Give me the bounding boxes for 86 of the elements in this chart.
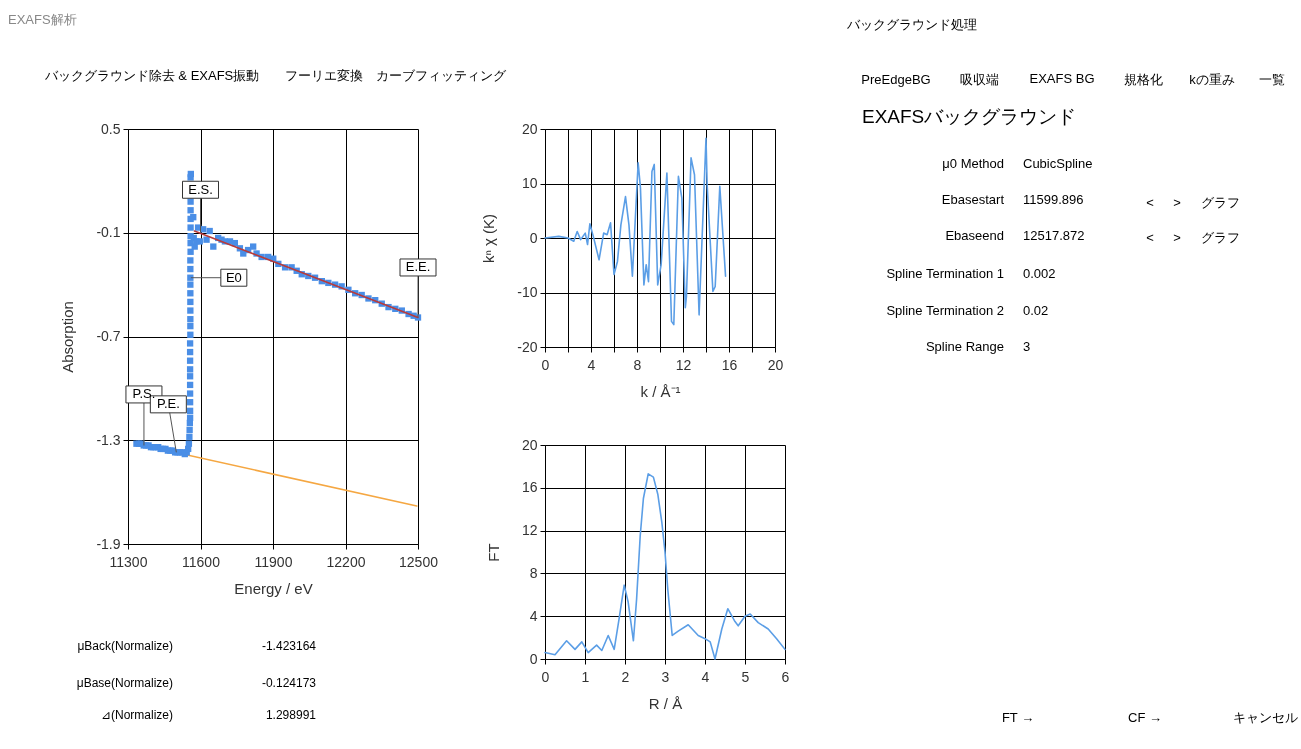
x-tick-label: 5	[741, 668, 750, 685]
y-tick-label: -1.3	[96, 431, 121, 448]
text: Spline Range	[925, 339, 1004, 354]
x-tick-label: 0	[541, 356, 550, 373]
text: EXAFSバックグラウンド	[862, 106, 1077, 127]
text: μ0 Method	[942, 156, 1004, 171]
y-tick-label: 0	[529, 229, 538, 246]
x-tick-label: 8	[633, 356, 642, 373]
x-tick-label: 12200	[326, 553, 366, 570]
text: Spline Termination 1	[886, 266, 1004, 281]
y-tick-label: 8	[529, 564, 538, 581]
text: 11599.896	[1023, 192, 1084, 207]
line-series	[544, 137, 727, 326]
annotation: E.S.	[188, 181, 213, 197]
text: μBack(Normalize)	[77, 639, 173, 653]
text: <	[1146, 230, 1154, 245]
x-tick-label: 11600	[182, 553, 221, 570]
text: Ebaseend	[945, 228, 1004, 243]
text: 規格化	[1123, 72, 1163, 87]
text: 1.298991	[265, 708, 317, 722]
text: >	[1173, 230, 1181, 245]
text: -0.124173	[261, 676, 317, 690]
y-tick-label: 16	[521, 479, 538, 496]
text: 12517.872	[1023, 228, 1085, 243]
annotation: P.E.	[156, 396, 180, 412]
y-tick-label: 4	[529, 607, 538, 624]
line-series	[544, 473, 786, 660]
y-tick-label: -0.1	[96, 224, 121, 241]
text: バックグラウンド処理	[846, 17, 977, 32]
y-axis-title: Absorption	[59, 301, 77, 373]
text: グラフ	[1200, 230, 1240, 245]
text: バックグラウンド除去 & EXAFS振動	[43, 68, 260, 83]
text: カーブフィッティング	[376, 68, 507, 83]
text: CF →	[1128, 710, 1162, 725]
text: <	[1146, 195, 1154, 210]
x-axis-title: k / Å⁻¹	[640, 382, 681, 400]
y-axis-title: FT	[484, 543, 502, 562]
x-tick-label: 4	[701, 668, 710, 685]
x-tick-label: 6	[781, 668, 790, 685]
text: -1.423164	[261, 639, 317, 653]
y-tick-label: -1.9	[96, 535, 121, 552]
text: キャンセル	[1232, 710, 1298, 725]
x-axis-title: R / Å	[648, 694, 683, 712]
x-tick-label: 16	[721, 356, 738, 373]
y-tick-label: -10	[517, 284, 538, 300]
x-tick-label: 12	[675, 356, 692, 373]
text: 吸収端	[959, 72, 999, 87]
text: Ebasestart	[941, 192, 1005, 207]
x-tick-label: 1	[581, 668, 590, 685]
text: 0.02	[1023, 303, 1049, 318]
text: グラフ	[1200, 195, 1240, 210]
text: 3	[1023, 339, 1031, 354]
annotation: E.E.	[405, 259, 431, 275]
x-tick-label: 0	[541, 668, 550, 685]
x-tick-label: 20	[767, 356, 784, 373]
y-tick-label: 0.5	[101, 120, 121, 137]
y-tick-label: -20	[517, 338, 538, 355]
text: >	[1173, 195, 1181, 210]
text: kの重み	[1189, 72, 1235, 87]
text: FT →	[1001, 710, 1035, 725]
x-tick-label: 11900	[254, 553, 293, 570]
text: EXAFS解析	[8, 12, 77, 27]
x-tick-label: 4	[587, 356, 596, 373]
x-tick-label: 3	[661, 668, 670, 685]
y-tick-label: 0	[529, 650, 538, 667]
y-tick-label: 20	[521, 436, 538, 453]
y-tick-label: 10	[521, 175, 538, 191]
x-tick-label: 12500	[399, 553, 439, 570]
y-axis-title: kⁿ χ (K)	[480, 213, 498, 264]
text: CubicSpline	[1023, 156, 1093, 171]
text: 一覧	[1259, 72, 1285, 87]
annotation: E0	[225, 269, 242, 285]
x-tick-label: 2	[621, 668, 630, 685]
text: PreEdgeBG	[861, 72, 931, 87]
x-tick-label: 11300	[109, 553, 148, 570]
text: μBase(Normalize)	[76, 676, 173, 690]
text: ⊿(Normalize)	[100, 708, 173, 722]
x-axis-title: Energy / eV	[234, 579, 313, 597]
y-tick-label: -0.7	[96, 328, 121, 344]
text: フーリエ変換	[285, 68, 363, 83]
y-tick-label: 12	[521, 522, 538, 539]
text: Spline Termination 2	[886, 303, 1004, 318]
y-tick-label: 20	[521, 120, 538, 137]
annotation: P.S.	[132, 386, 156, 402]
text: 0.002	[1023, 266, 1056, 281]
text: EXAFS BG	[1029, 71, 1095, 86]
